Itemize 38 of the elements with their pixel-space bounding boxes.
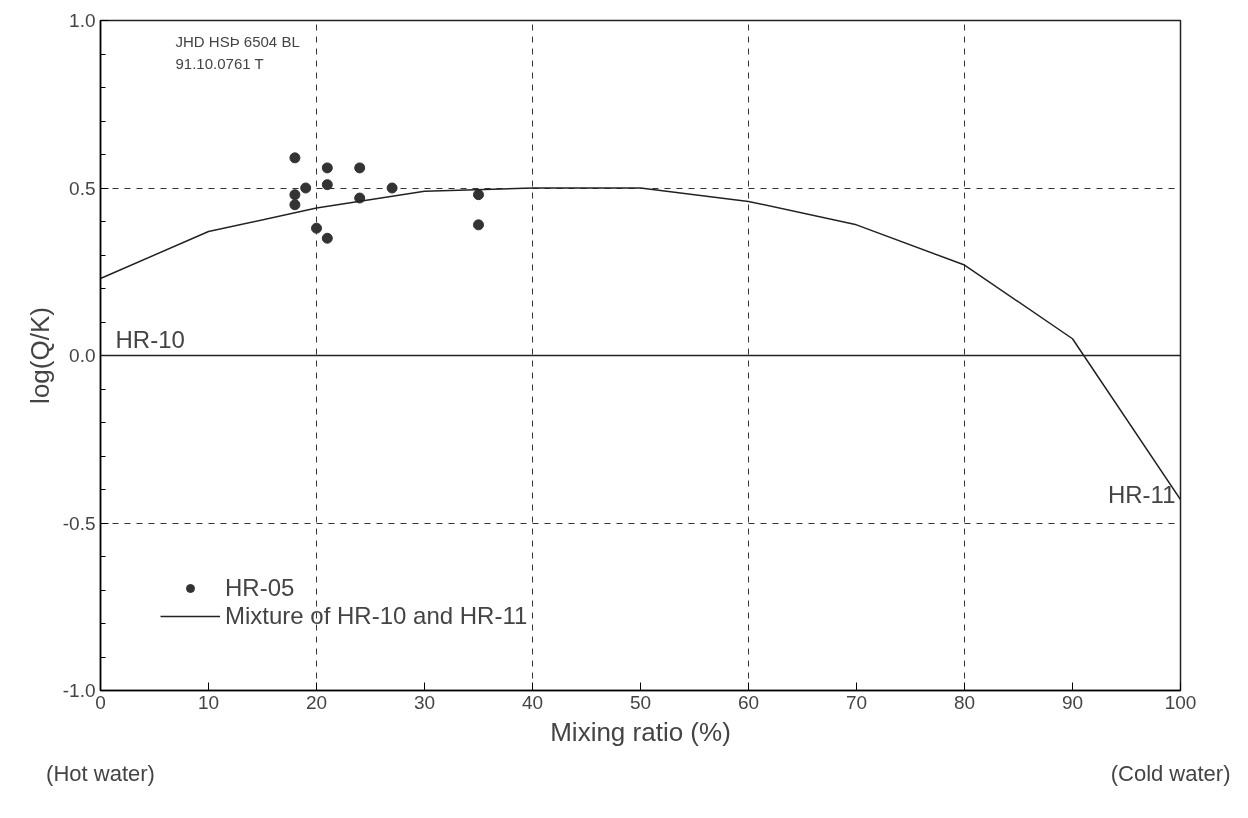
- text: (Hot water): [46, 760, 155, 786]
- point: [300, 182, 312, 194]
- point: [289, 199, 301, 211]
- x-tick-label: 70: [845, 691, 868, 713]
- point: [289, 189, 301, 201]
- x-tick-label: 80: [953, 691, 976, 713]
- point: [473, 189, 484, 201]
- point: [473, 219, 484, 231]
- x-tick-label: 30: [413, 691, 436, 713]
- x-tick-label: 10: [197, 691, 220, 713]
- x-tick-label: 60: [737, 691, 760, 713]
- legend-label: HR-05: [225, 574, 295, 602]
- x-tick-label: 20: [305, 691, 328, 713]
- point: [354, 162, 366, 174]
- x-tick-label: 50: [629, 691, 652, 713]
- x-tick-label: 90: [1061, 691, 1084, 713]
- point: [321, 179, 333, 191]
- annotation: JHD HSÞ 6504 BL: [175, 32, 300, 50]
- y-tick-label: 0.0: [69, 345, 96, 366]
- text: (Cold water): [1110, 760, 1231, 786]
- x-tick-label: 0: [95, 691, 106, 713]
- annotation: HR-10: [115, 326, 185, 354]
- x-axis-title: Mixing ratio (%): [550, 716, 731, 747]
- y-tick-label: -0.5: [62, 512, 96, 534]
- y-tick-label: 0.5: [69, 177, 96, 199]
- x-tick-label: 40: [521, 691, 544, 713]
- y-axis-title: log(Q/K): [24, 307, 55, 404]
- y-tick-label: -1.0: [62, 680, 96, 701]
- annotation: HR-11: [1107, 480, 1176, 508]
- point: [386, 182, 398, 194]
- annotation: 91.10.0761 T: [175, 54, 264, 72]
- y-tick-label: 1.0: [69, 10, 96, 31]
- point: [289, 152, 301, 164]
- x-tick-label: 100: [1164, 691, 1197, 713]
- legend-label: Mixture of HR-10 and HR-11: [225, 602, 528, 630]
- point: [321, 162, 333, 174]
- point: [321, 232, 333, 244]
- point: [311, 222, 322, 234]
